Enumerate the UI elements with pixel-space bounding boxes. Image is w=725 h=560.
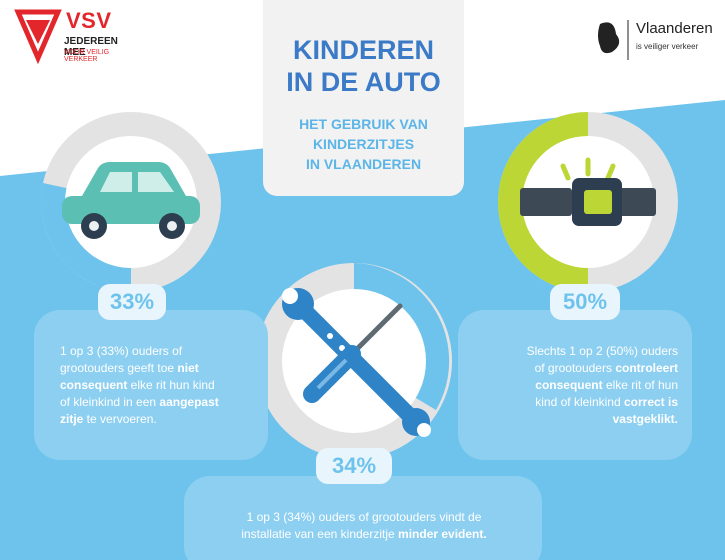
- car-icon: [62, 162, 200, 239]
- statement-emphasis: consequent: [535, 378, 603, 392]
- statement-text: kind of kleinkind: [535, 395, 624, 409]
- statement-line: zitje te vervoeren.: [60, 411, 250, 428]
- statement-text: elke rit hun kind: [127, 378, 215, 392]
- title-card: KINDEREN IN DE AUTO HET GEBRUIK VAN KIND…: [263, 0, 464, 196]
- statement-line: vastgeklikt.: [494, 411, 678, 428]
- statement-emphasis: vastgeklikt.: [612, 412, 678, 426]
- seatbelt-buckle-icon: [520, 157, 656, 226]
- subtitle: HET GEBRUIK VAN KINDERZITJES IN VLAANDER…: [263, 114, 464, 174]
- statement-emphasis: minder evident.: [398, 527, 487, 541]
- statement-emphasis: correct is: [623, 395, 678, 409]
- statement-emphasis: zitje: [60, 412, 84, 426]
- statement-line: 1 op 3 (33%) ouders of: [60, 343, 250, 360]
- statement-line: of kleinkind in een aangepast: [60, 394, 250, 411]
- statement-line: consequent elke rit hun kind: [60, 377, 250, 394]
- statement-emphasis: controleert: [615, 361, 678, 375]
- statement-text: of kleinkind in een: [60, 395, 160, 409]
- bottom-info-card: [184, 476, 542, 560]
- vsv-logo-icon: [14, 9, 62, 65]
- subtitle-line2: KINDERZITJES: [312, 136, 415, 152]
- subtitle-line3: IN VLAANDEREN: [305, 156, 422, 172]
- statement-text: Slechts 1 op 2 (50%) ouders: [526, 344, 678, 358]
- vlaanderen-name: Vlaanderen: [636, 20, 713, 37]
- statement-emphasis: consequent: [60, 378, 128, 392]
- statement-text: of grootouders: [534, 361, 616, 375]
- statement-text: elke rit of hun: [602, 378, 678, 392]
- statement-line: installatie van een kinderzitje minder e…: [206, 526, 522, 543]
- left-statement: 1 op 3 (33%) ouders of grootouders geeft …: [60, 343, 250, 428]
- statement-line: kind of kleinkind correct is: [494, 394, 678, 411]
- main-title-line2: IN DE AUTO: [286, 67, 441, 97]
- statement-text: grootouders geeft toe: [60, 361, 178, 375]
- statement-text: installatie van een kinderzitje: [241, 527, 399, 541]
- bottom-statement: 1 op 3 (34%) ouders of grootouders vindt…: [206, 509, 522, 543]
- statement-line: 1 op 3 (34%) ouders of grootouders vindt…: [206, 509, 522, 526]
- statement-line: grootouders geeft toe niet: [60, 360, 250, 377]
- statement-emphasis: aangepast: [159, 395, 219, 409]
- vlaanderen-tagline: is veiliger verkeer: [636, 42, 699, 51]
- vsv-slogan-line1: JEDEREEN MEE: [64, 36, 118, 58]
- statement-text: 1 op 3 (33%) ouders of: [60, 344, 183, 358]
- vlaanderen-logo: Vlaanderen is veiliger verkeer: [598, 18, 718, 64]
- right-info-card: [458, 310, 692, 460]
- statement-text: te vervoeren.: [83, 412, 157, 426]
- statement-line: consequent elke rit of hun: [494, 377, 678, 394]
- right-percentage: 50%: [550, 284, 620, 320]
- left-info-card: [34, 310, 268, 460]
- statement-emphasis: niet: [177, 361, 199, 375]
- wrench-icon: [282, 288, 431, 437]
- main-title-line1: KINDEREN: [292, 35, 434, 65]
- screwdriver-icon: [303, 303, 403, 403]
- statement-line: of grootouders controleert: [494, 360, 678, 377]
- vsv-slogan-line2: VOOR VEILIG VERKEER: [64, 49, 110, 63]
- statement-line: Slechts 1 op 2 (50%) ouders: [494, 343, 678, 360]
- right-statement: Slechts 1 op 2 (50%) ouders of grootouder…: [494, 343, 678, 428]
- statement-text: 1 op 3 (34%) ouders of grootouders vindt…: [246, 510, 482, 524]
- main-title: KINDEREN IN DE AUTO: [263, 34, 464, 98]
- vsv-logo: VSV JEDEREEN MEE VOOR VEILIG VERKEER: [16, 8, 136, 70]
- left-percentage: 33%: [98, 284, 166, 320]
- vsv-name: VSV: [66, 8, 112, 33]
- bottom-percentage: 34%: [316, 448, 392, 484]
- vlaanderen-lion-icon: [598, 20, 629, 60]
- subtitle-line1: HET GEBRUIK VAN: [299, 116, 428, 132]
